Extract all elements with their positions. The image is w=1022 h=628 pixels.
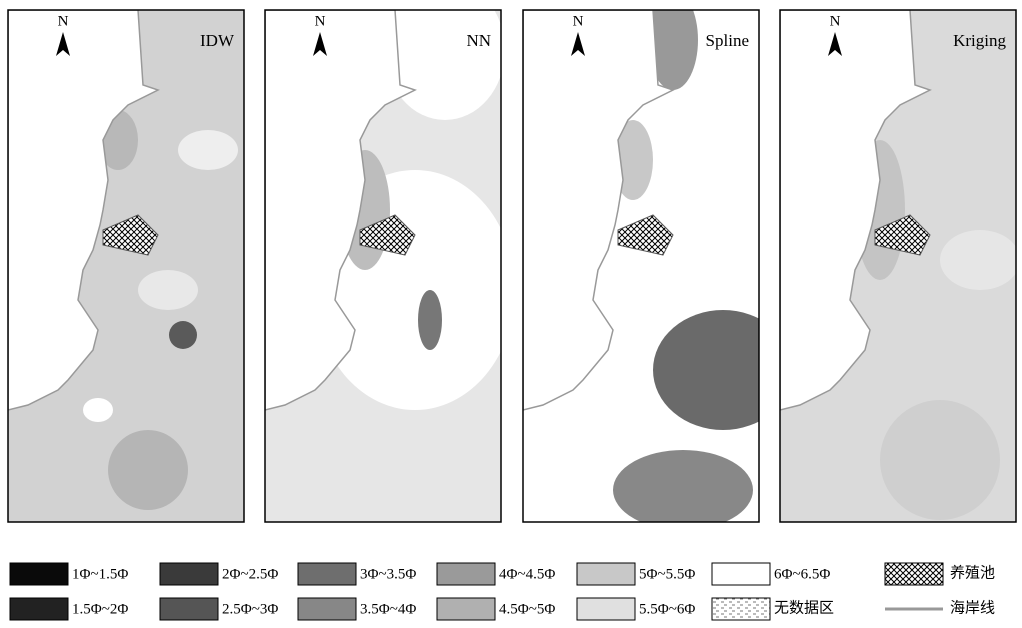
map-panel: Kriging N [780,10,1020,522]
contour-zone [83,398,113,422]
contour-zone [653,310,793,430]
legend-label: 4Φ~4.5Φ [499,566,555,582]
north-label: N [573,13,584,29]
legend-swatch [160,563,218,585]
legend-label: 养殖池 [950,564,995,581]
contour-zone [138,270,198,310]
map-panel: Spline N [523,0,793,530]
legend-label: 5.5Φ~6Φ [639,601,695,617]
legend-swatch [160,598,218,620]
north-label: N [58,13,69,29]
contour-zone [108,430,188,510]
panel-title: IDW [200,31,235,50]
contour-zone [880,400,1000,520]
north-label: N [830,13,841,29]
contour-zone [613,450,753,530]
legend-label: 1Φ~1.5Φ [72,566,128,582]
north-label: N [315,13,326,29]
map-area [523,0,793,530]
contour-zone [178,130,238,170]
legend-swatch [577,563,635,585]
legend-label: 无数据区 [774,599,834,616]
contour-zone [169,321,197,349]
contour-zone [418,290,442,350]
legend-label: 3Φ~3.5Φ [360,566,416,582]
legend-label: 5Φ~5.5Φ [639,566,695,582]
legend-label: 海岸线 [950,599,995,616]
legend-swatch [437,598,495,620]
legend-label: 1.5Φ~2Φ [72,601,128,617]
map-panel: IDW N [8,10,244,522]
legend-swatch [712,563,770,585]
legend-swatch [10,598,68,620]
legend-swatch [437,563,495,585]
legend-swatch [577,598,635,620]
contour-zone [940,230,1020,290]
legend-swatch [298,598,356,620]
panel-title: Kriging [953,31,1006,50]
map-panel: NNN [265,0,515,522]
map-area [780,10,1020,522]
map-area [265,0,515,522]
panel-title: Spline [706,31,749,50]
pond-swatch [885,563,943,585]
legend-swatch [298,563,356,585]
legend-label: 2Φ~2.5Φ [222,566,278,582]
legend-label: 3.5Φ~4Φ [360,601,416,617]
legend-label: 2.5Φ~3Φ [222,601,278,617]
no-data-swatch [712,598,770,620]
legend-swatch [10,563,68,585]
panel-title: NN [466,31,491,50]
figure: IDWNNNNSplineNKrigingN1Φ~1.5Φ2Φ~2.5Φ3Φ~3… [0,0,1022,628]
legend-label: 6Φ~6.5Φ [774,566,830,582]
map-area [8,10,244,522]
legend-label: 4.5Φ~5Φ [499,601,555,617]
